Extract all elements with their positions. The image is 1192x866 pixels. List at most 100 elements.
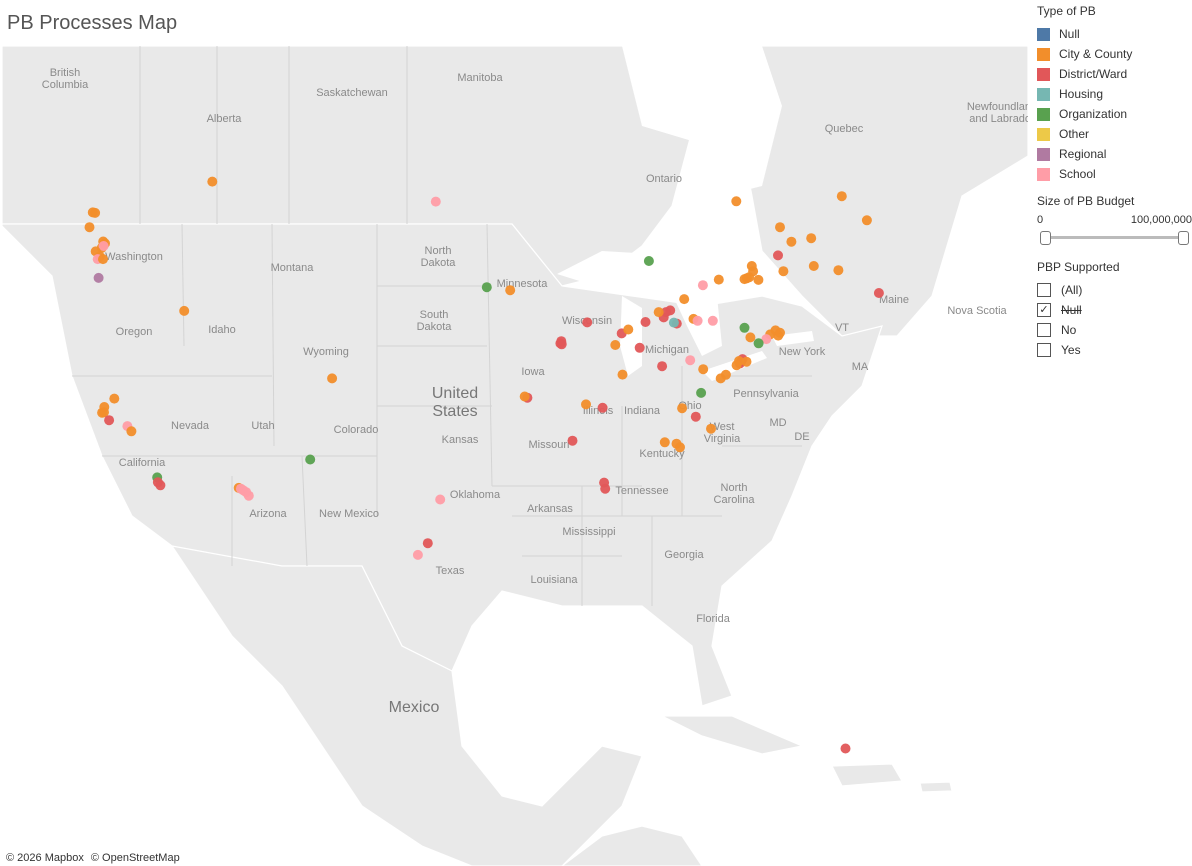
pb-point-london-on[interactable] [640, 317, 651, 327]
pb-point-trois-rivieres[interactable] [746, 261, 757, 271]
legend-item-school[interactable]: School [1037, 164, 1192, 184]
pb-point-guelph[interactable] [653, 307, 664, 318]
pb-point-austin[interactable] [422, 538, 433, 549]
legend-item-organization[interactable]: Organization [1037, 104, 1192, 124]
map-view[interactable]: British Columbia Alberta Saskatchewan Manito… [2, 46, 1028, 866]
pb-point-toronto-2[interactable] [661, 307, 671, 318]
pb-point-calgary[interactable] [207, 176, 218, 187]
pb-point-albany[interactable] [739, 322, 750, 333]
pb-point-denver[interactable] [327, 373, 338, 384]
pb-point-peterborough[interactable] [679, 294, 690, 305]
pb-point-vancouver-2[interactable] [90, 207, 101, 218]
pb-point-raleigh[interactable] [675, 442, 685, 453]
pb-point-atlanta-2[interactable] [600, 483, 611, 494]
pb-point-norfolk[interactable] [706, 423, 716, 434]
pb-point-syracuse-school[interactable] [707, 315, 718, 326]
pb-point-boston-school[interactable] [761, 334, 772, 345]
pb-point-saguenay[interactable] [786, 236, 797, 247]
pb-point-portland[interactable] [93, 272, 104, 283]
legend-item-regional[interactable]: Regional [1037, 144, 1192, 164]
pb-point-san-antonio-school[interactable] [412, 549, 423, 560]
legend-item-null[interactable]: Null [1037, 24, 1192, 44]
pb-point-ottawa-school[interactable] [697, 280, 708, 291]
pb-point-victoria[interactable] [84, 222, 95, 233]
osm-attribution[interactable]: © OpenStreetMap [90, 852, 180, 864]
pb-point-nashville[interactable] [567, 435, 578, 446]
filter-checkbox[interactable] [1037, 343, 1051, 357]
legend-item-other[interactable]: Other [1037, 124, 1192, 144]
pb-point-wilmington[interactable] [715, 373, 726, 384]
pb-point-sacramento[interactable] [109, 393, 120, 404]
pb-point-harrisburg[interactable] [698, 364, 709, 375]
pb-point-san-jose[interactable] [104, 415, 115, 426]
pb-point-minneapolis[interactable] [481, 282, 492, 293]
pb-point-jersey-city[interactable] [731, 360, 742, 371]
pb-point-rimouski[interactable] [808, 261, 819, 271]
pb-point-dallas-school[interactable] [435, 494, 446, 505]
mapbox-attribution[interactable]: © 2026 Mapbox [6, 852, 84, 864]
filter-option-no[interactable]: No [1037, 320, 1192, 340]
pb-point-charlottesville[interactable] [677, 403, 688, 414]
filter-checkbox[interactable] [1037, 283, 1051, 297]
place-label-minnesota: Minnesota [497, 278, 549, 290]
filter-option-null[interactable]: ✓ Null [1037, 300, 1192, 320]
pb-point-louisville[interactable] [581, 399, 591, 410]
pb-point-chicoutimi[interactable] [775, 222, 785, 233]
pb-point-pittsburgh[interactable] [657, 361, 668, 372]
pb-point-fredericton[interactable] [833, 265, 844, 276]
pb-point-greensboro[interactable] [659, 437, 670, 448]
legend-swatch [1037, 147, 1050, 161]
pb-point-hartford[interactable] [753, 338, 764, 349]
filter-option-all[interactable]: (All) [1037, 280, 1192, 300]
pb-point-granby[interactable] [753, 274, 764, 285]
pb-point-halifax[interactable] [873, 288, 884, 298]
pb-point-winnipeg[interactable] [430, 196, 441, 207]
pb-point-sudbury[interactable] [643, 256, 654, 266]
pb-point-columbus[interactable] [617, 369, 628, 380]
pb-point-lexington[interactable] [597, 402, 608, 413]
pb-point-vallejo[interactable] [99, 402, 110, 412]
pb-point-state-college-school[interactable] [685, 355, 696, 366]
pb-point-chicago-3[interactable] [556, 339, 567, 350]
pb-point-levis[interactable] [778, 266, 789, 277]
pb-point-quebec-city[interactable] [773, 250, 783, 261]
pb-point-ottawa[interactable] [713, 274, 724, 285]
size-slider-min-handle[interactable] [1040, 231, 1051, 245]
pb-point-matane[interactable] [806, 233, 817, 244]
pb-point-new-haven[interactable] [745, 332, 756, 343]
pb-point-long-island[interactable] [741, 356, 752, 367]
pb-point-washington-dc[interactable] [696, 387, 707, 398]
size-slider-max-handle[interactable] [1178, 231, 1189, 245]
pb-point-gaspe[interactable] [861, 215, 872, 226]
place-label-texas: Texas [436, 565, 465, 577]
pb-point-merced[interactable] [126, 426, 137, 437]
pb-point-toledo[interactable] [610, 340, 621, 350]
pb-point-albuquerque[interactable] [305, 454, 316, 465]
pb-point-boise[interactable] [179, 305, 190, 316]
legend-item-district-ward[interactable]: District/Ward [1037, 64, 1192, 84]
pb-point-chibougamau[interactable] [731, 196, 742, 207]
pb-point-grand-rapids[interactable] [582, 317, 593, 328]
map-canvas[interactable]: British Columbia Alberta Saskatchewan Manito… [2, 46, 1028, 866]
filter-checkbox[interactable] [1037, 323, 1051, 337]
pb-point-longview[interactable] [98, 254, 108, 265]
legend-item-housing[interactable]: Housing [1037, 84, 1192, 104]
pb-point-rochester-school[interactable] [692, 315, 703, 326]
pb-point-seattle-school[interactable] [98, 241, 109, 251]
pb-point-windsor[interactable] [623, 324, 634, 335]
pb-point-san-juan[interactable] [840, 743, 851, 754]
place-label-new-mexico: New Mexico [319, 508, 379, 520]
pb-point-eau-claire[interactable] [505, 285, 516, 296]
filter-checkbox[interactable]: ✓ [1037, 303, 1051, 317]
pb-point-sept-iles[interactable] [836, 191, 847, 202]
pb-point-st-louis-2[interactable] [519, 391, 530, 402]
pb-point-buffalo-housing[interactable] [668, 317, 679, 328]
filter-option-yes[interactable]: Yes [1037, 340, 1192, 360]
pb-point-cleveland[interactable] [634, 342, 645, 353]
pbp-supported-filter: (All) ✓ Null No Yes [1037, 280, 1192, 360]
pb-point-long-beach-2[interactable] [155, 480, 166, 491]
pb-point-richmond[interactable] [690, 411, 701, 422]
pb-point-tucson-school[interactable] [243, 490, 254, 501]
legend-item-city-county[interactable]: City & County [1037, 44, 1192, 64]
size-slider[interactable] [1037, 230, 1192, 246]
